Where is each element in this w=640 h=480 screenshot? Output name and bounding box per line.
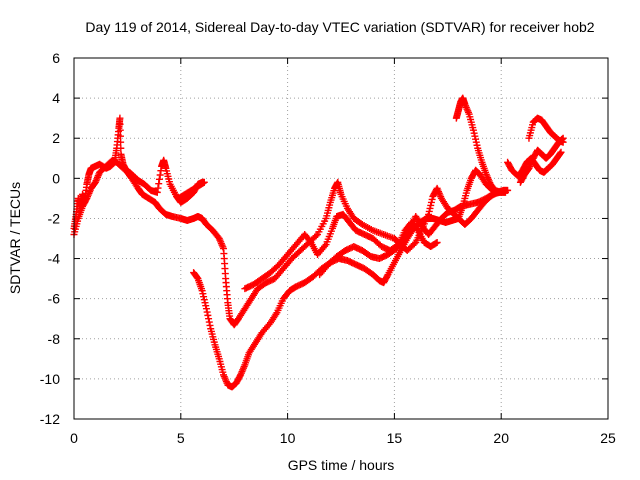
series-6 xyxy=(452,94,505,196)
y-tick-labels: -12 -10 -8 -6 -4 -2 0 2 4 6 xyxy=(40,50,60,427)
x-tick-label: 15 xyxy=(387,430,403,446)
x-tick-label: 20 xyxy=(493,430,509,446)
data-point xyxy=(153,188,161,196)
data-point xyxy=(116,126,124,134)
data-point xyxy=(154,184,162,192)
plot-frame xyxy=(73,57,609,420)
data-point xyxy=(312,232,320,240)
data-point xyxy=(559,138,567,146)
data-point xyxy=(410,240,418,248)
series-8 xyxy=(516,134,567,186)
y-tick-label: 2 xyxy=(52,130,60,146)
data-point xyxy=(155,180,163,188)
chart-title: Day 119 of 2014, Sidereal Day-to-day VTE… xyxy=(85,19,594,35)
data-points xyxy=(70,94,567,391)
data-point xyxy=(433,239,441,247)
y-tick-label: 6 xyxy=(52,50,60,66)
x-tick-label: 0 xyxy=(70,430,78,446)
data-point xyxy=(497,188,505,196)
axis-ticks xyxy=(73,57,609,420)
data-point xyxy=(204,311,212,319)
series-2 xyxy=(70,156,208,238)
y-tick-label: -6 xyxy=(48,291,61,307)
data-point xyxy=(205,318,213,326)
data-point xyxy=(203,308,211,316)
series-3 xyxy=(190,166,509,391)
y-tick-label: 4 xyxy=(52,90,60,106)
x-tick-labels: 0 5 10 15 20 25 xyxy=(70,430,616,446)
y-tick-label: -4 xyxy=(48,251,61,267)
y-tick-label: -12 xyxy=(40,411,60,427)
y-tick-label: -8 xyxy=(48,331,61,347)
data-point xyxy=(557,148,565,156)
data-point xyxy=(117,144,125,152)
y-tick-label: -10 xyxy=(40,371,60,387)
data-point xyxy=(116,132,124,140)
series-5 xyxy=(316,188,503,279)
data-point xyxy=(155,175,163,183)
y-tick-label: 0 xyxy=(52,170,60,186)
x-tick-label: 10 xyxy=(280,430,296,446)
data-point xyxy=(202,305,210,313)
y-axis-label: SDTVAR / TECUs xyxy=(7,182,23,294)
x-axis-label: GPS time / hours xyxy=(288,457,395,473)
data-point xyxy=(156,171,164,179)
data-point xyxy=(205,315,213,323)
data-point xyxy=(116,114,124,122)
y-tick-label: -2 xyxy=(48,210,61,226)
series-7 xyxy=(504,148,565,180)
x-tick-label: 25 xyxy=(600,430,616,446)
data-point xyxy=(117,138,125,146)
data-point xyxy=(175,194,183,202)
data-point xyxy=(206,321,214,329)
series-9 xyxy=(525,114,567,146)
data-point xyxy=(116,120,124,128)
data-point xyxy=(556,149,564,157)
grid-lines xyxy=(74,58,608,419)
x-tick-label: 5 xyxy=(177,430,185,446)
